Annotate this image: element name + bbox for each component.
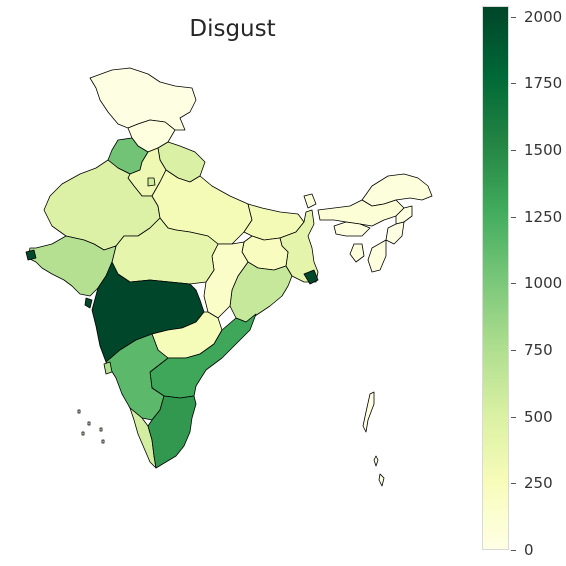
region-andaman-nicobar bbox=[362, 391, 385, 487]
colorbar-tick-label: 0 bbox=[524, 541, 534, 559]
region-gujarat bbox=[27, 235, 117, 297]
region-tripura bbox=[349, 243, 365, 263]
colorbar-tick-label: 1750 bbox=[524, 74, 563, 93]
colorbar-tick-label: 1250 bbox=[524, 207, 563, 226]
region-assam bbox=[317, 199, 405, 227]
colorbar-tick-label: 1500 bbox=[524, 141, 563, 159]
colorbar-tick-label: 250 bbox=[524, 474, 553, 493]
colorbar-tick-label: 1000 bbox=[524, 274, 563, 293]
region-jammu-and-kashmir bbox=[89, 67, 197, 131]
region-meghalaya bbox=[333, 221, 371, 237]
region-daman-diu bbox=[25, 249, 319, 285]
region-manipur bbox=[385, 221, 405, 245]
colorbar-tick-label: 750 bbox=[524, 341, 553, 359]
colorbar-tick-label: 2000 bbox=[524, 7, 563, 26]
region-odisha bbox=[229, 261, 293, 323]
region-goa bbox=[103, 361, 113, 375]
map-title: Disgust bbox=[189, 16, 276, 42]
colorbar-tick-label: 500 bbox=[524, 407, 553, 426]
region-sikkim bbox=[303, 193, 317, 209]
region-delhi bbox=[147, 177, 156, 187]
region-mizoram bbox=[367, 239, 387, 273]
colorbar bbox=[482, 6, 509, 550]
region-lakshadweep bbox=[77, 409, 105, 444]
region-tamil-nadu bbox=[147, 395, 197, 469]
region-dadra-nagar-haveli bbox=[84, 297, 93, 309]
region-karnataka bbox=[105, 333, 169, 421]
